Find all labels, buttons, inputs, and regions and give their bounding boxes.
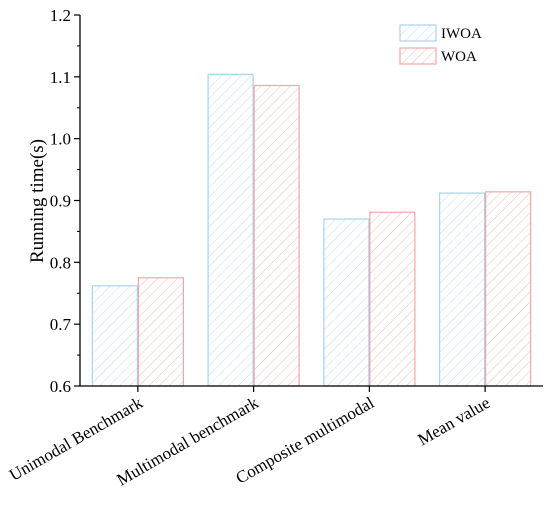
y-tick-label: 0.6 — [50, 377, 71, 396]
bar-woa-3 — [369, 211, 416, 387]
y-tick-label: 0.7 — [50, 315, 72, 334]
bar-woa-1 — [137, 277, 184, 387]
y-tick-label: 0.8 — [50, 253, 71, 272]
legend-swatch-woa — [399, 47, 437, 65]
legend-swatch-iwoa — [399, 24, 437, 42]
bar-iwoa-1 — [91, 285, 138, 387]
bar-iwoa-4 — [439, 192, 486, 387]
legend: IWOA WOA — [399, 24, 482, 65]
legend-label-iwoa: IWOA — [441, 26, 482, 42]
y-axis-title: Running time(s) — [27, 139, 48, 263]
y-tick-label: 1.2 — [50, 6, 71, 25]
y-tick-label: 1.1 — [50, 68, 71, 87]
bar-iwoa-2 — [207, 73, 254, 387]
y-tick-label: 0.9 — [50, 192, 71, 211]
bar-iwoa-3 — [323, 218, 370, 387]
bar-woa-4 — [485, 191, 532, 387]
bars-layer — [91, 73, 532, 387]
bar-woa-2 — [253, 84, 300, 387]
y-tick-label: 1.0 — [50, 130, 71, 149]
legend-label-woa: WOA — [441, 49, 477, 65]
x-tick-label: Mean value — [415, 393, 494, 449]
